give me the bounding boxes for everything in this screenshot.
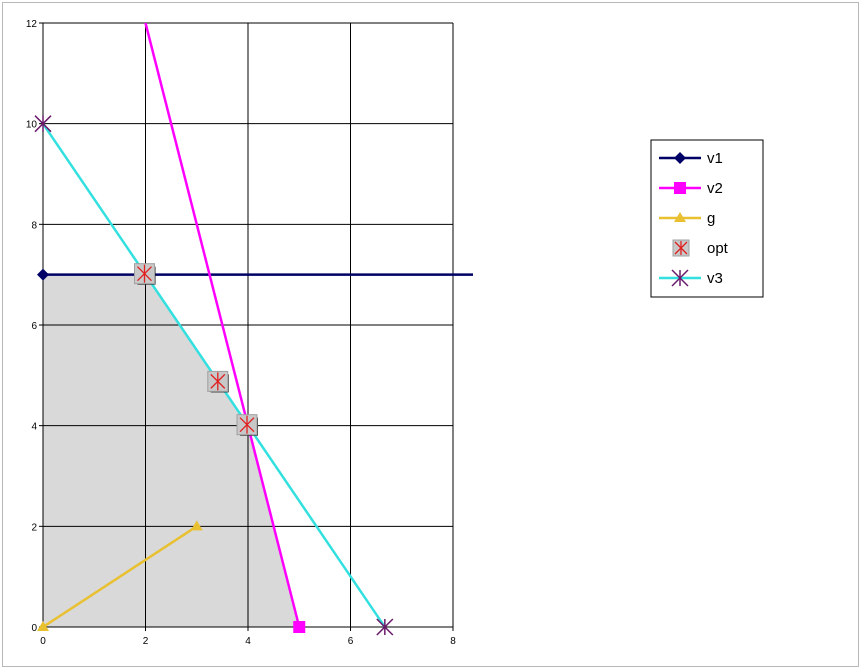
data-point-g-shape — [37, 621, 49, 631]
y-tick-label: 10 — [26, 120, 38, 131]
data-point-g-shape — [190, 520, 203, 531]
y-tick-label: 6 — [31, 321, 37, 332]
x-tick-label: 0 — [40, 636, 46, 647]
data-point-v2 — [293, 621, 306, 633]
legend-label: v1 — [707, 150, 723, 167]
data-point-opt — [207, 370, 229, 393]
legend-label: g — [707, 210, 715, 227]
legend-swatch-marker — [671, 269, 689, 287]
x-tick-label: 4 — [245, 636, 251, 647]
x-tick-label: 2 — [143, 636, 149, 647]
data-point-g — [37, 621, 49, 631]
x-tick-label: 6 — [348, 636, 354, 647]
y-tick-label: 4 — [31, 422, 37, 433]
chart: 0 2 4 6 8 0 2 4 6 8 10 12 v1 v2 g opt v3 — [26, 19, 764, 647]
legend-swatch-marker-shape — [674, 152, 686, 164]
data-point-v1-shape — [37, 268, 49, 281]
y-tick-label: 0 — [31, 623, 37, 634]
series-line-g — [42, 525, 198, 629]
legend-label: v3 — [707, 270, 723, 287]
legend-swatch-marker — [674, 182, 686, 194]
y-tick-label: 12 — [26, 19, 38, 30]
legend-label: opt — [707, 240, 729, 257]
data-point-opt — [236, 414, 258, 436]
data-point-v3 — [376, 618, 394, 636]
feasible-region — [43, 274, 300, 627]
legend-swatch-marker — [674, 152, 686, 164]
legend-swatch-marker-shape — [674, 182, 686, 194]
y-tick-label: 2 — [31, 522, 37, 533]
series-line-v2 — [144, 23, 301, 628]
legend: v1 v2 g opt v3 — [650, 139, 764, 298]
data-point-v2-shape — [293, 621, 306, 633]
legend-item-opt: opt — [672, 239, 729, 257]
legend-swatch-marker — [674, 212, 686, 222]
data-point-v3 — [34, 115, 52, 133]
data-point-g — [190, 520, 203, 531]
x-tick-label: 8 — [450, 636, 456, 647]
legend-label: v2 — [707, 180, 723, 197]
legend-swatch-marker — [672, 239, 690, 257]
y-tick-label: 8 — [31, 220, 37, 231]
data-point-opt — [134, 263, 156, 285]
legend-swatch-marker-shape — [674, 212, 686, 222]
data-point-v1 — [37, 268, 49, 281]
